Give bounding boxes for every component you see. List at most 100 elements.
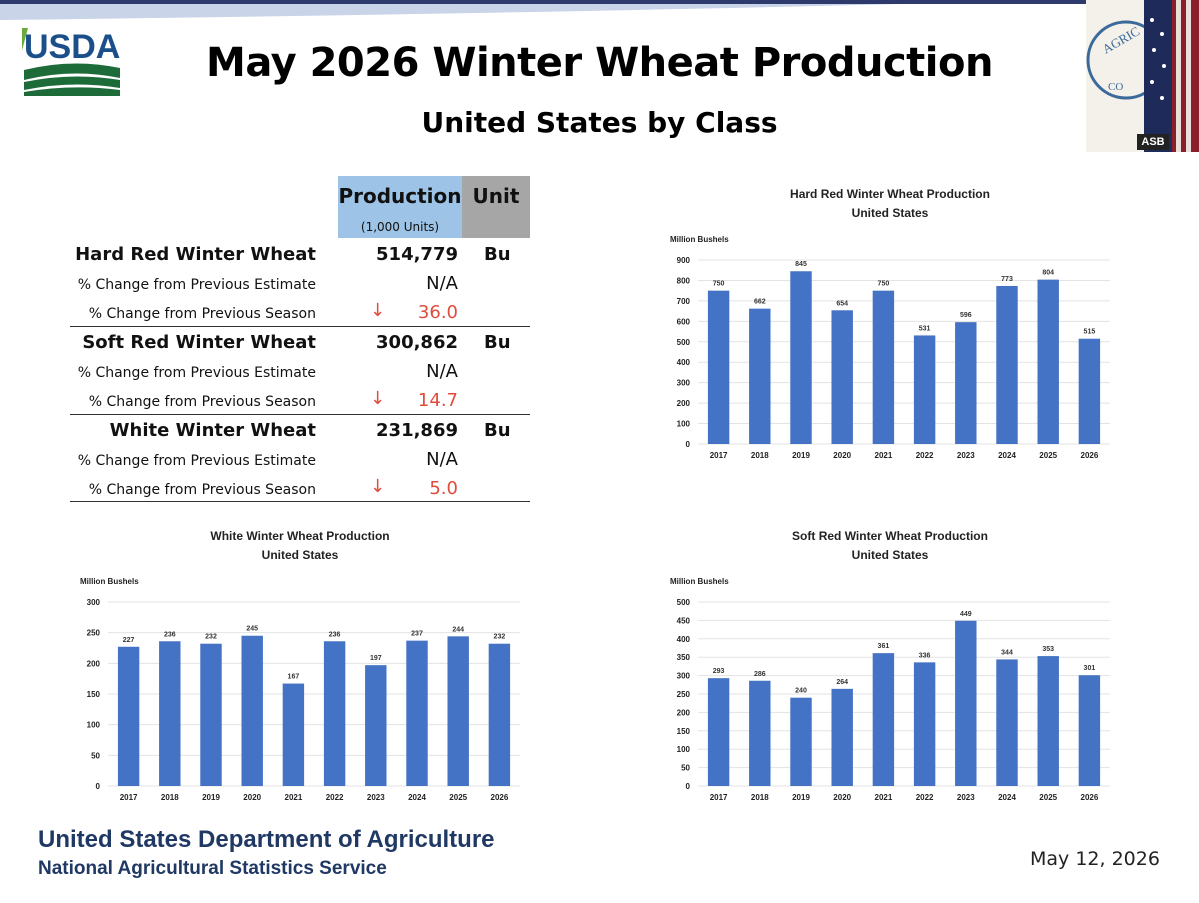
x-tick-label: 2022 [916, 793, 934, 802]
x-tick-label: 2022 [326, 793, 344, 802]
y-tick-label: 0 [96, 782, 101, 791]
data-label: 237 [411, 631, 423, 638]
data-label: 804 [1042, 270, 1054, 277]
x-tick-label: 2024 [408, 793, 426, 802]
table-row: % Change from Previous Season ↓ 14.7 [70, 388, 530, 417]
y-tick-label: 0 [686, 440, 691, 449]
x-tick-label: 2020 [833, 451, 851, 460]
srw-production-chart: Soft Red Winter Wheat Production United S… [660, 524, 1120, 814]
data-label: 264 [836, 679, 848, 686]
bar [872, 290, 895, 444]
bar [323, 641, 346, 786]
change-value: N/A [426, 449, 458, 470]
y-tick-label: 300 [677, 672, 691, 681]
y-tick-label: 100 [87, 721, 101, 730]
bar [117, 646, 140, 786]
bar [707, 290, 730, 444]
data-label: 240 [795, 688, 807, 695]
y-tick-label: 350 [677, 653, 691, 662]
data-label: 353 [1042, 646, 1054, 653]
chart-title: Hard Red Winter Wheat Production [790, 187, 990, 201]
unit-value: Bu [484, 420, 511, 441]
footer-agency: National Agricultural Statistics Service [38, 858, 387, 879]
y-axis-label: Million Bushels [670, 577, 729, 586]
down-arrow-icon: ↓ [370, 476, 386, 497]
bar [790, 697, 812, 786]
y-tick-label: 300 [677, 379, 691, 388]
data-label: 236 [329, 631, 341, 638]
y-axis-label: Million Bushels [80, 577, 139, 586]
data-label: 845 [795, 261, 807, 268]
unit-value: Bu [484, 332, 511, 353]
chart-subtitle: United States [262, 548, 339, 562]
bar [365, 665, 387, 786]
x-tick-label: 2023 [957, 451, 975, 460]
data-label: 654 [836, 300, 848, 307]
data-label: 232 [205, 634, 217, 641]
x-tick-label: 2023 [957, 793, 975, 802]
production-header-label: Production [338, 184, 462, 208]
change-value: N/A [426, 273, 458, 294]
www-chart-svg: White Winter Wheat Production United Stat… [80, 529, 520, 802]
bar [1037, 656, 1059, 786]
table-row: % Change from Previous Season ↓ 5.0 [70, 476, 530, 505]
data-label: 449 [960, 611, 972, 618]
bar [447, 636, 469, 786]
class-name: White Winter Wheat [109, 420, 316, 441]
y-tick-label: 450 [677, 616, 691, 625]
hrw-production-chart: Hard Red Winter Wheat Production United S… [660, 182, 1120, 472]
data-label: 245 [246, 626, 258, 633]
y-tick-label: 250 [677, 690, 691, 699]
production-column-header: Production (1,000 Units) [338, 176, 462, 238]
bar [159, 641, 181, 786]
hrw-chart-svg: Hard Red Winter Wheat Production United S… [670, 187, 1110, 460]
production-value: 514,779 [376, 244, 458, 265]
data-label: 232 [494, 634, 506, 641]
x-tick-label: 2024 [998, 451, 1016, 460]
x-tick-label: 2022 [916, 451, 934, 460]
divider [70, 326, 530, 327]
bar [955, 620, 977, 786]
data-label: 293 [713, 668, 725, 675]
x-tick-label: 2021 [875, 793, 893, 802]
bar [1078, 338, 1101, 444]
bar [996, 659, 1018, 786]
table-row: White Winter Wheat 231,869 Bu [70, 418, 530, 447]
table-row: % Change from Previous Estimate N/A [70, 271, 530, 300]
table-row: % Change from Previous Season ↓ 36.0 [70, 300, 530, 329]
y-tick-label: 200 [677, 708, 691, 717]
y-tick-label: 50 [681, 764, 690, 773]
x-tick-label: 2021 [875, 451, 893, 460]
bar [831, 310, 853, 444]
bar [1037, 279, 1059, 444]
bar [282, 683, 305, 786]
bar [1078, 675, 1101, 786]
divider [70, 501, 530, 502]
data-label: 301 [1084, 665, 1096, 672]
data-label: 361 [878, 643, 890, 650]
unit-column-header: Unit [462, 176, 530, 238]
top-sweep-decoration [0, 4, 900, 20]
bar [488, 643, 511, 786]
table-row: Hard Red Winter Wheat 514,779 Bu [70, 242, 530, 271]
y-tick-label: 500 [677, 598, 691, 607]
srw-chart-svg: Soft Red Winter Wheat Production United S… [670, 529, 1110, 802]
y-tick-label: 600 [677, 317, 691, 326]
x-tick-label: 2026 [491, 793, 509, 802]
x-tick-label: 2020 [243, 793, 261, 802]
chart-subtitle: United States [852, 548, 929, 562]
usda-logo: USDA [22, 28, 120, 96]
chart-subtitle: United States [852, 206, 929, 220]
bar [955, 322, 977, 444]
change-value: 14.7 [417, 390, 458, 411]
bar [406, 640, 428, 786]
unit-header-label: Unit [472, 184, 520, 208]
svg-text:USDA: USDA [24, 28, 120, 66]
x-tick-label: 2021 [285, 793, 303, 802]
bar [707, 678, 730, 786]
data-label: 244 [452, 626, 464, 633]
down-arrow-icon: ↓ [370, 388, 386, 409]
data-label: 750 [713, 281, 725, 288]
change-label: % Change from Previous Season [88, 394, 316, 410]
data-label: 515 [1084, 329, 1096, 336]
